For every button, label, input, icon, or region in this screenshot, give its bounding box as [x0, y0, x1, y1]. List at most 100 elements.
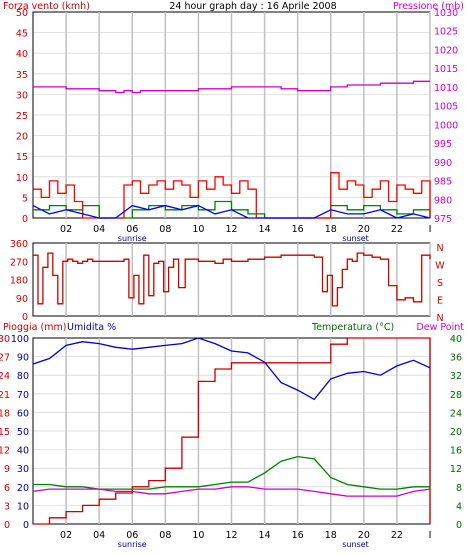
pressure-axis-tick-label: 1025: [434, 27, 458, 38]
x-tick-label: 02: [60, 530, 72, 541]
x-tick-label: 10: [192, 530, 204, 541]
wind-axis-tick-label: 20: [16, 132, 28, 143]
wind-axis-tick-label: 10: [16, 173, 28, 184]
direction-compass-label: S: [437, 278, 443, 289]
temperature-axis-tick-label: 36: [450, 353, 462, 364]
humidity-axis-tick-label: 20: [17, 483, 29, 494]
x-tick-label: 06: [126, 224, 138, 235]
rain-axis-tick-label: 3: [4, 501, 10, 512]
wind-axis-tick-label: 30: [16, 90, 28, 101]
pressure-axis-tick-label: 985: [434, 177, 452, 188]
sunrise-label: sunrise: [118, 234, 147, 243]
x-tick-label: 08: [159, 530, 171, 541]
pressure-axis-tick-label: 1015: [434, 64, 458, 75]
humidity-axis-tick-label: 100: [11, 334, 29, 345]
pressure-axis-tick-label: 990: [434, 158, 452, 169]
direction-compass-label: N: [436, 243, 443, 254]
direction-axis-tick-label: 0: [22, 312, 28, 323]
wind-speed-label: Forza vento (kmh): [3, 1, 90, 12]
wind-axis-tick-label: 45: [16, 29, 28, 40]
x-tick-label: 20: [358, 530, 370, 541]
temperature-axis-tick-label: 40: [450, 334, 462, 345]
rain-axis-tick-label: 24: [0, 371, 10, 382]
pressure-label: Pressione (mb): [393, 1, 464, 12]
direction-compass-label: E: [437, 296, 443, 307]
humidity-label: Umidita %: [67, 322, 116, 333]
temperature-axis-tick-label: 0: [456, 520, 462, 531]
x-tick-label: 22: [391, 530, 403, 541]
humidity-axis-tick-label: 0: [23, 520, 29, 531]
temperature-axis-tick-label: 12: [450, 464, 462, 475]
series-wind-direction: [33, 252, 431, 307]
pressure-axis-tick-label: 975: [434, 214, 452, 225]
temperature-axis-tick-label: 4: [456, 501, 462, 512]
wind-axis-tick-label: 5: [22, 193, 28, 204]
series-pressure: [33, 80, 430, 94]
rain-axis-tick-label: 0: [4, 520, 10, 531]
temperature-label: Temperatura (°C): [311, 322, 394, 333]
humidity-axis-tick-label: 30: [17, 464, 29, 475]
dewpoint-label: Dew Point: [416, 322, 464, 333]
pressure-axis-tick-label: 1005: [434, 102, 458, 113]
rain-axis-tick-label: 30: [0, 334, 10, 345]
direction-axis-tick-label: 180: [10, 276, 28, 287]
direction-axis-tick-label: 270: [10, 257, 28, 268]
series-rain: [33, 337, 431, 525]
chart-panels: 0510152025303540455097598098599099510001…: [0, 8, 462, 549]
direction-compass-label: N: [436, 313, 443, 324]
sunset-label: sunset: [342, 234, 369, 243]
humidity-axis-tick-label: 90: [17, 353, 29, 364]
rain-axis-tick-label: 15: [0, 427, 10, 438]
humidity-axis-tick-label: 10: [17, 501, 29, 512]
humidity-axis-tick-label: 70: [17, 390, 29, 401]
wind-axis-tick-label: 50: [16, 8, 28, 19]
rain-axis-tick-label: 6: [4, 483, 10, 494]
x-tick-label: 16: [292, 530, 304, 541]
x-tick-label: 18: [325, 530, 337, 541]
series-wind-green: [33, 200, 431, 219]
sunrise-label-bottom: sunrise: [118, 540, 147, 549]
series-wind-average: [32, 204, 431, 219]
wind-axis-tick-label: 0: [22, 214, 28, 225]
rain-label: Pioggia (mm): [3, 322, 66, 333]
pressure-axis-tick-label: 1020: [434, 45, 458, 56]
humidity-axis-tick-label: 60: [17, 408, 29, 419]
x-tick-label: 20: [358, 224, 370, 235]
x-tick-label: 22: [391, 224, 403, 235]
direction-axis-tick-label: 90: [16, 294, 28, 305]
wind-axis-tick-label: 15: [16, 152, 28, 163]
series-dewpoint: [32, 486, 431, 497]
direction-compass-label: W: [435, 261, 445, 272]
x-tick-label: 16: [292, 224, 304, 235]
wind-axis-tick-label: 40: [16, 49, 28, 60]
humidity-axis-tick-label: 40: [17, 446, 29, 457]
x-tick-label: 04: [93, 530, 105, 541]
pressure-axis-tick-label: 1010: [434, 83, 458, 94]
pressure-axis-tick-label: 995: [434, 139, 452, 150]
pressure-axis-tick-label: 1000: [434, 120, 458, 131]
temperature-axis-tick-label: 32: [450, 371, 462, 382]
x-tick-label: 02: [60, 224, 72, 235]
pressure-axis-tick-label: 1030: [434, 8, 458, 19]
wind-axis-tick-label: 25: [16, 111, 28, 122]
x-tick-label: 14: [259, 224, 271, 235]
x-tick-label: I: [429, 224, 432, 235]
temperature-axis-tick-label: 28: [450, 390, 462, 401]
x-tick-label: 04: [93, 224, 105, 235]
x-tick-label: 12: [225, 224, 237, 235]
rain-axis-tick-label: 21: [0, 390, 10, 401]
x-tick-label: 12: [225, 530, 237, 541]
x-tick-label: I: [429, 530, 432, 541]
rain-axis-tick-label: 12: [0, 446, 10, 457]
rain-axis-tick-label: 18: [0, 408, 10, 419]
x-tick-label: 08: [159, 224, 171, 235]
x-tick-label: 18: [325, 224, 337, 235]
sunset-label-bottom: sunset: [342, 540, 369, 549]
rain-axis-tick-label: 9: [4, 464, 10, 475]
temperature-axis-tick-label: 8: [456, 483, 462, 494]
direction-axis-tick-label: 360: [10, 239, 28, 250]
x-tick-label: 14: [259, 530, 271, 541]
chart-title: 24 hour graph day : 16 Aprile 2008: [169, 1, 336, 12]
series-humidity: [32, 337, 431, 401]
